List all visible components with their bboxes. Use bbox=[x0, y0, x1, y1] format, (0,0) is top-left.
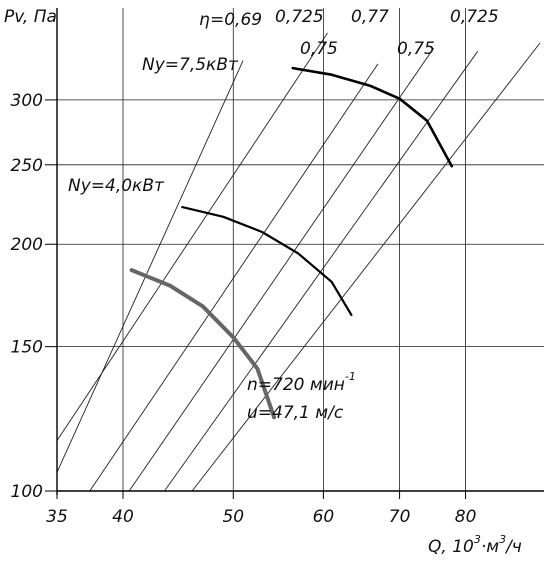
x-tick-label-50: 50 bbox=[222, 507, 244, 527]
eta-label-0725-a: 0,725 bbox=[275, 7, 324, 27]
eta-label-0725-b: 0,725 bbox=[450, 7, 499, 27]
eta-label-077: 0,77 bbox=[351, 7, 389, 27]
x-tick-label-70: 70 bbox=[389, 507, 411, 527]
y-tick-label-200: 200 bbox=[11, 235, 43, 255]
eta-label-069: =0,69 bbox=[210, 10, 262, 30]
y-tick-label-100: 100 bbox=[11, 482, 43, 502]
eta-symbol: η bbox=[199, 10, 210, 30]
y-tick-label-250: 250 bbox=[11, 156, 43, 176]
eta-label-075-b: 0,75 bbox=[397, 39, 435, 59]
efficiency-line-2 bbox=[89, 63, 379, 492]
efficiency-line-1 bbox=[56, 32, 328, 441]
x-tick-label-40: 40 bbox=[112, 507, 134, 527]
curve-label-7-5kw: Ny=7,5кВт bbox=[142, 55, 239, 75]
efficiency-line-0 bbox=[56, 60, 244, 473]
x-axis-title: Q, 103·м3/ч bbox=[428, 533, 522, 557]
curve-1 bbox=[181, 206, 353, 316]
speed-label-main: n=720 мин bbox=[247, 375, 345, 395]
x-axis-title-unit-end: /ч bbox=[504, 537, 522, 557]
y-tick-label-150: 150 bbox=[11, 338, 43, 358]
efficiency-line-5 bbox=[191, 42, 541, 492]
curve-2 bbox=[129, 268, 277, 420]
x-axis-title-unit: ·м bbox=[481, 537, 499, 557]
x-tick-label-60: 60 bbox=[313, 507, 335, 527]
curves-layer bbox=[129, 66, 454, 420]
efficiency-lines bbox=[56, 32, 541, 492]
y-tick-label-300: 300 bbox=[11, 91, 43, 111]
x-tick-label-35: 35 bbox=[46, 507, 68, 527]
efficiency-line-4 bbox=[164, 50, 479, 492]
y-axis-title: Pv, Па bbox=[4, 7, 57, 27]
curve-label-4-0kw: Ny=4,0кВт bbox=[68, 176, 165, 196]
efficiency-line-3 bbox=[128, 47, 435, 492]
x-axis-title-main: Q, 10 bbox=[428, 537, 474, 557]
ticks-layer: 100 150 200 250 300 35 40 50 60 70 80 bbox=[11, 91, 477, 527]
x-axis-title-exp: 3 bbox=[474, 533, 481, 546]
x-tick-label-80: 80 bbox=[455, 507, 477, 527]
speed-label: n=720 мин-1 bbox=[247, 370, 356, 395]
curve-0 bbox=[291, 66, 454, 168]
grid-layer bbox=[57, 8, 544, 491]
velocity-label: u=47,1 м/с bbox=[247, 403, 344, 423]
eta-label-075-a: 0,75 bbox=[300, 39, 338, 59]
speed-label-exp: -1 bbox=[345, 370, 356, 383]
x-axis-title-unit-exp: 3 bbox=[499, 533, 506, 546]
